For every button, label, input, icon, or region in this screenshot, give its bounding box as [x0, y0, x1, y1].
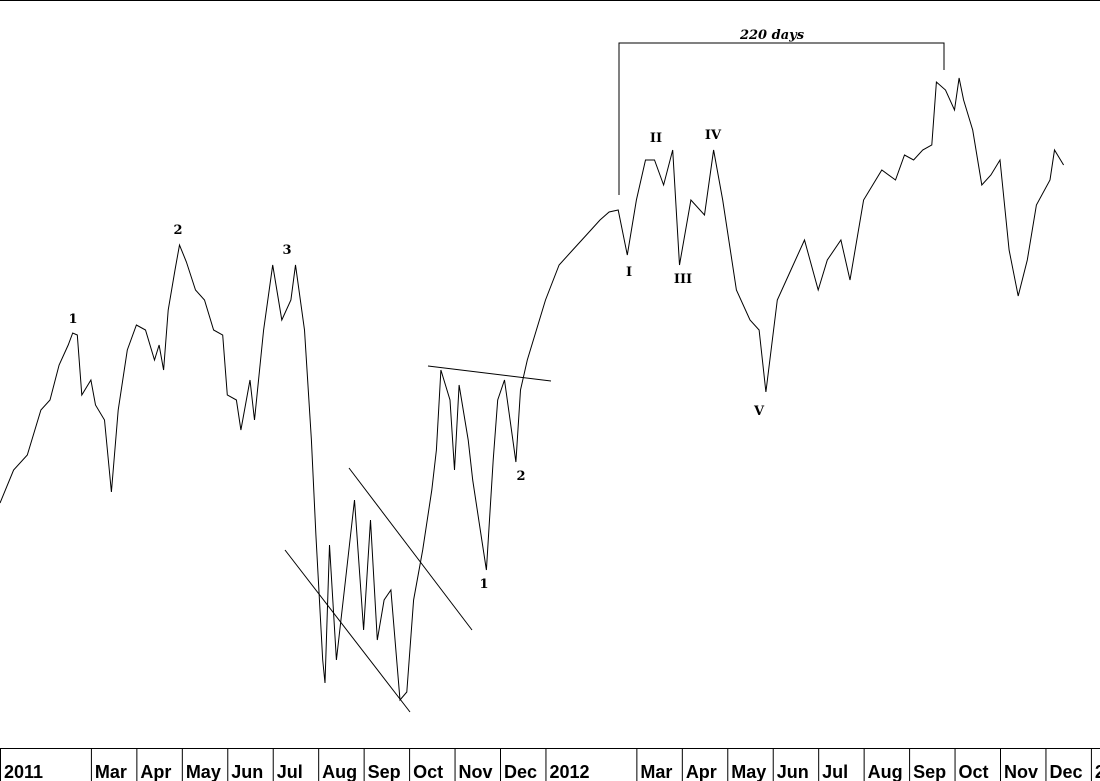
x-tick-label: 2011 — [4, 762, 43, 781]
x-tick-label: Jun — [777, 762, 809, 781]
annotation: V — [753, 404, 765, 419]
x-tick-label: Jul — [822, 762, 848, 781]
x-tick-label: Apr — [140, 762, 171, 781]
x-tick-label: Jun — [231, 762, 263, 781]
annotation: 1 — [68, 312, 77, 327]
x-tick-label: Dec — [504, 762, 537, 781]
annotation: 2 — [173, 223, 182, 238]
price-line — [0, 77, 1065, 702]
annotation: 220 days — [739, 28, 805, 43]
annotation: IV — [705, 128, 722, 143]
trend-line — [348, 467, 473, 631]
annotation: 3 — [282, 243, 291, 258]
x-tick-label: 2013 — [1095, 762, 1100, 781]
x-tick-label: Nov — [1004, 762, 1038, 781]
x-tick-label: Mar — [640, 762, 672, 781]
annotation: II — [650, 131, 662, 146]
x-tick-label: Oct — [959, 762, 989, 781]
x-tick-label: Dec — [1049, 762, 1082, 781]
trend-line — [284, 549, 411, 713]
bracket — [618, 42, 945, 195]
x-tick-label: May — [731, 762, 766, 781]
x-tick-label: Oct — [413, 762, 443, 781]
x-tick-label: Apr — [686, 762, 717, 781]
annotation: 1 — [479, 577, 488, 592]
x-tick-label: May — [186, 762, 221, 781]
annotation: 2 — [516, 469, 525, 484]
x-tick-label: Mar — [95, 762, 127, 781]
trend-line — [427, 365, 552, 382]
x-tick-label: Sep — [913, 762, 946, 781]
x-tick-label: Sep — [368, 762, 401, 781]
x-tick-label: Aug — [868, 762, 903, 781]
x-tick-label: Aug — [322, 762, 357, 781]
x-tick-label: Jul — [277, 762, 303, 781]
x-tick-label: 2012 — [549, 762, 589, 781]
x-tick-label: Nov — [459, 762, 493, 781]
annotation: I — [626, 265, 632, 280]
annotation: III — [674, 272, 692, 287]
